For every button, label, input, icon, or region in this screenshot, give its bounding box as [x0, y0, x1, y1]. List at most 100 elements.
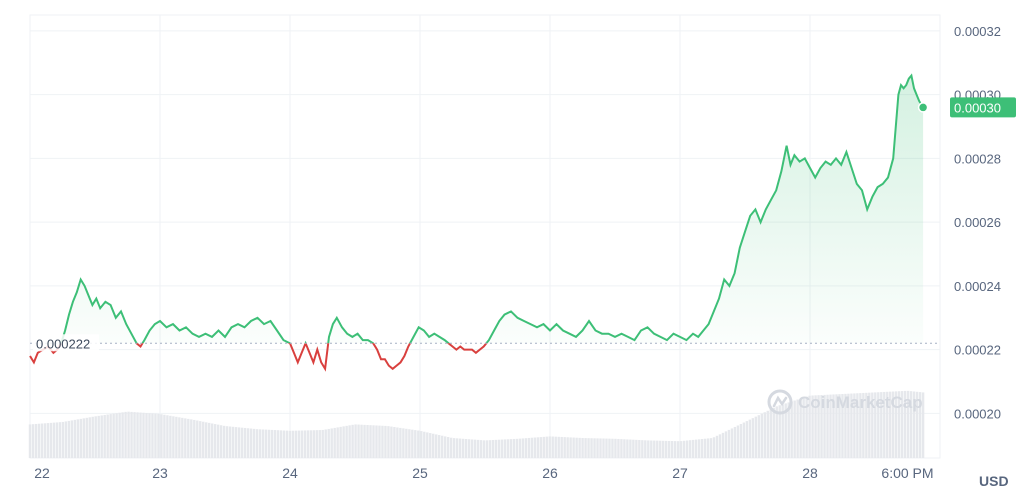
volume-bar — [312, 430, 315, 458]
volume-bar — [817, 395, 820, 458]
volume-bar — [892, 391, 895, 458]
volume-bar — [545, 436, 548, 458]
x-tick-label: 6:00 PM — [881, 465, 933, 481]
volume-bar — [234, 427, 238, 458]
volume-bar — [497, 439, 501, 458]
x-tick-label: 23 — [152, 465, 168, 481]
volume-bar — [599, 438, 602, 458]
volume-bar — [865, 392, 868, 458]
volume-bar — [569, 437, 572, 458]
volume-bar — [614, 438, 617, 458]
volume-bar — [375, 425, 378, 458]
volume-bar — [252, 428, 256, 458]
volume-bar — [883, 391, 886, 458]
y-tick-label: 0.00032 — [954, 24, 1001, 39]
volume-bar — [202, 421, 205, 458]
volume-bar — [584, 438, 587, 458]
volume-bar — [55, 422, 59, 458]
volume-bar — [196, 420, 199, 458]
volume-bar — [276, 430, 280, 458]
volume-bar — [524, 438, 528, 458]
volume-bar — [554, 436, 557, 458]
volume-bar — [339, 426, 342, 458]
volume-bar — [853, 393, 856, 458]
volume-bar — [175, 416, 178, 458]
volume-bar — [915, 391, 919, 458]
volume-bar — [300, 430, 304, 458]
reference-price-text: 0.000222 — [36, 336, 90, 351]
volume-bar — [709, 438, 713, 458]
volume-bar — [653, 440, 656, 458]
watermark: CoinMarketCap — [767, 389, 923, 415]
volume-bar — [715, 435, 719, 458]
volume-bar — [449, 437, 453, 458]
price-line-above-reference — [60, 73, 924, 344]
volume-bar — [225, 426, 229, 458]
currency-unit-label: USD — [979, 473, 1009, 489]
volume-bar — [348, 425, 351, 458]
x-tick-label: 25 — [412, 465, 428, 481]
volume-bar — [697, 439, 701, 458]
volume-bar — [52, 422, 56, 458]
volume-bar — [796, 399, 799, 458]
volume-bar — [190, 419, 193, 458]
volume-bar — [787, 402, 790, 458]
volume-bar — [506, 439, 510, 458]
volume-bar — [862, 392, 865, 458]
volume-bar — [363, 424, 366, 458]
volume-bar — [721, 432, 725, 458]
volume-bar — [889, 391, 892, 458]
volume-bar — [790, 401, 793, 458]
y-tick-label: 0.00024 — [954, 279, 1001, 294]
volume-bar — [327, 428, 330, 458]
volume-bar — [835, 394, 838, 458]
volume-bar — [309, 430, 312, 458]
volume-bar — [441, 435, 444, 458]
volume-bar — [429, 433, 432, 458]
volume-bar — [724, 431, 728, 458]
volume-bar — [632, 439, 635, 458]
volume-bar — [608, 438, 611, 458]
volume-bar — [533, 437, 536, 458]
volume-bar — [623, 439, 626, 458]
volume-bar — [590, 438, 593, 458]
volume-bar — [124, 411, 127, 458]
volume-bars — [28, 390, 925, 458]
volume-bar — [736, 425, 740, 458]
volume-bar — [512, 438, 516, 458]
volume-bar — [745, 421, 749, 458]
volume-bar — [49, 422, 53, 458]
volume-bar — [297, 430, 301, 458]
volume-bar — [408, 429, 411, 458]
volume-bar — [814, 395, 817, 458]
volume-bar — [330, 428, 333, 458]
volume-bar — [467, 439, 471, 458]
volume-bar — [461, 438, 465, 458]
volume-bar — [808, 395, 811, 458]
volume-bar — [676, 441, 680, 458]
volume-bar — [399, 427, 402, 458]
volume-bar — [578, 437, 581, 458]
volume-bar — [898, 391, 901, 458]
price-area-fill — [30, 75, 924, 344]
volume-bar — [838, 394, 841, 458]
volume-bar — [435, 434, 438, 458]
volume-bar — [548, 436, 551, 458]
volume-bar — [426, 432, 429, 458]
volume-bar — [390, 426, 393, 458]
volume-bar — [464, 439, 468, 458]
volume-bar — [906, 390, 910, 458]
volume-bar — [691, 439, 695, 458]
volume-bar — [199, 421, 202, 458]
volume-bar — [635, 439, 638, 458]
volume-bar — [560, 436, 563, 458]
volume-bar — [871, 392, 874, 458]
volume-bar — [258, 429, 262, 458]
volume-bar — [88, 417, 91, 458]
x-axis: 22 23 24 25 26 27 28 6:00 PM — [34, 465, 933, 481]
volume-bar — [360, 424, 363, 458]
volume-bar — [688, 440, 692, 458]
volume-bar — [850, 393, 853, 458]
